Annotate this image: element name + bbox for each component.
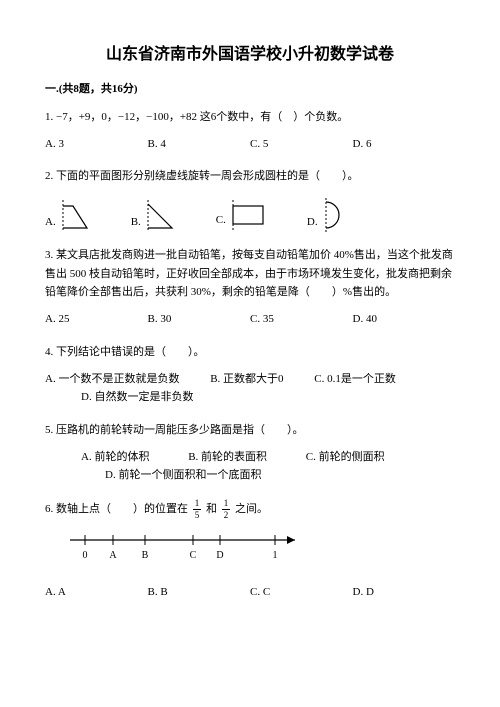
q3-opt-d: D. 40 bbox=[353, 310, 456, 329]
rectangle-icon bbox=[229, 200, 269, 230]
question-6: 6. 数轴上点（ ）的位置在 1 5 和 1 2 之间。 0 A B C D 1 bbox=[45, 499, 455, 601]
question-3: 3. 某文具店批发商购进一批自动铅笔，按每支自动铅笔加价 40%售出，当这个批发… bbox=[45, 246, 455, 329]
q2-b-label: B. bbox=[131, 213, 141, 232]
q6-opt-b: B. B bbox=[148, 583, 251, 602]
tick-a: A bbox=[109, 550, 117, 561]
frac-num: 1 bbox=[222, 499, 231, 510]
number-line: 0 A B C D 1 bbox=[65, 528, 455, 573]
q3-options: A. 25 B. 30 C. 35 D. 40 bbox=[45, 310, 455, 329]
q1-options: A. 3 B. 4 C. 5 D. 6 bbox=[45, 135, 455, 154]
tick-d: D bbox=[216, 550, 223, 561]
right-trapezoid-icon bbox=[59, 198, 93, 232]
section-header: 一.(共8题，共16分) bbox=[45, 80, 455, 96]
frac-num: 1 bbox=[193, 499, 202, 510]
q5-row1: A. 前轮的体积 B. 前轮的表面积 C. 前轮的侧面积 bbox=[81, 448, 455, 467]
frac-den: 2 bbox=[222, 510, 231, 520]
tick-b: B bbox=[142, 550, 149, 561]
q4-row1: A. 一个数不是正数就是负数 B. 正数都大于0 C. 0.1是一个正数 bbox=[45, 370, 455, 389]
q6-text-mid: 和 bbox=[206, 503, 217, 515]
q1-opt-c: C. 5 bbox=[250, 135, 353, 154]
q4-opt-c: C. 0.1是一个正数 bbox=[314, 373, 396, 385]
q2-a-label: A. bbox=[45, 213, 56, 232]
fraction-1-2: 1 2 bbox=[222, 499, 231, 520]
frac-den: 5 bbox=[193, 510, 202, 520]
question-1: 1. −7，+9，0，−12，−100，+82 这6个数中，有（ ）个负数。 A… bbox=[45, 108, 455, 153]
q5-opt-b: B. 前轮的表面积 bbox=[188, 451, 267, 463]
q3-text: 3. 某文具店批发商购进一批自动铅笔，按每支自动铅笔加价 40%售出，当这个批发… bbox=[45, 246, 455, 302]
semicircle-icon bbox=[321, 198, 347, 232]
q2-opt-b: B. bbox=[131, 198, 178, 232]
q1-opt-a: A. 3 bbox=[45, 135, 148, 154]
q2-text: 2. 下面的平面图形分别绕虚线旋转一周会形成圆柱的是（ ）。 bbox=[45, 167, 455, 186]
q3-opt-a: A. 25 bbox=[45, 310, 148, 329]
q6-options: A. A B. B C. C D. D bbox=[45, 583, 455, 602]
q6-text: 6. 数轴上点（ ）的位置在 1 5 和 1 2 之间。 bbox=[45, 499, 455, 520]
q6-opt-c: C. C bbox=[250, 583, 353, 602]
q2-shapes: A. B. C. D. bbox=[45, 198, 455, 232]
q6-text-post: 之间。 bbox=[235, 503, 268, 515]
q1-text: 1. −7，+9，0，−12，−100，+82 这6个数中，有（ ）个负数。 bbox=[45, 108, 455, 127]
q2-c-label: C. bbox=[216, 211, 226, 230]
q1-opt-d: D. 6 bbox=[353, 135, 456, 154]
right-triangle-icon bbox=[144, 198, 178, 232]
tick-0: 0 bbox=[83, 550, 88, 561]
question-2: 2. 下面的平面图形分别绕虚线旋转一周会形成圆柱的是（ ）。 A. B. C. … bbox=[45, 167, 455, 232]
q5-opt-d: D. 前轮一个侧面积和一个底面积 bbox=[105, 466, 455, 485]
q2-opt-d: D. bbox=[307, 198, 347, 232]
q5-opt-c: C. 前轮的侧面积 bbox=[306, 451, 385, 463]
q4-opt-a: A. 一个数不是正数就是负数 bbox=[45, 373, 179, 385]
page-title: 山东省济南市外国语学校小升初数学试卷 bbox=[45, 40, 455, 64]
q4-text: 4. 下列结论中错误的是（ ）。 bbox=[45, 343, 455, 362]
question-5: 5. 压路机的前轮转动一周能压多少路面是指（ ）。 A. 前轮的体积 B. 前轮… bbox=[45, 421, 455, 485]
q4-opt-d: D. 自然数一定是非负数 bbox=[81, 388, 455, 407]
q2-opt-c: C. bbox=[216, 200, 269, 230]
q2-opt-a: A. bbox=[45, 198, 93, 232]
q6-text-pre: 6. 数轴上点（ ）的位置在 bbox=[45, 503, 188, 515]
q5-opt-a: A. 前轮的体积 bbox=[81, 451, 149, 463]
q6-opt-d: D. D bbox=[353, 583, 456, 602]
q3-opt-c: C. 35 bbox=[250, 310, 353, 329]
question-4: 4. 下列结论中错误的是（ ）。 A. 一个数不是正数就是负数 B. 正数都大于… bbox=[45, 343, 455, 407]
q2-d-label: D. bbox=[307, 213, 318, 232]
q3-opt-b: B. 30 bbox=[148, 310, 251, 329]
q1-opt-b: B. 4 bbox=[148, 135, 251, 154]
q5-text: 5. 压路机的前轮转动一周能压多少路面是指（ ）。 bbox=[45, 421, 455, 440]
q6-opt-a: A. A bbox=[45, 583, 148, 602]
fraction-1-5: 1 5 bbox=[193, 499, 202, 520]
q4-opt-b: B. 正数都大于0 bbox=[210, 373, 283, 385]
tick-1: 1 bbox=[273, 550, 278, 561]
tick-c: C bbox=[190, 550, 197, 561]
number-line-icon: 0 A B C D 1 bbox=[65, 528, 305, 566]
